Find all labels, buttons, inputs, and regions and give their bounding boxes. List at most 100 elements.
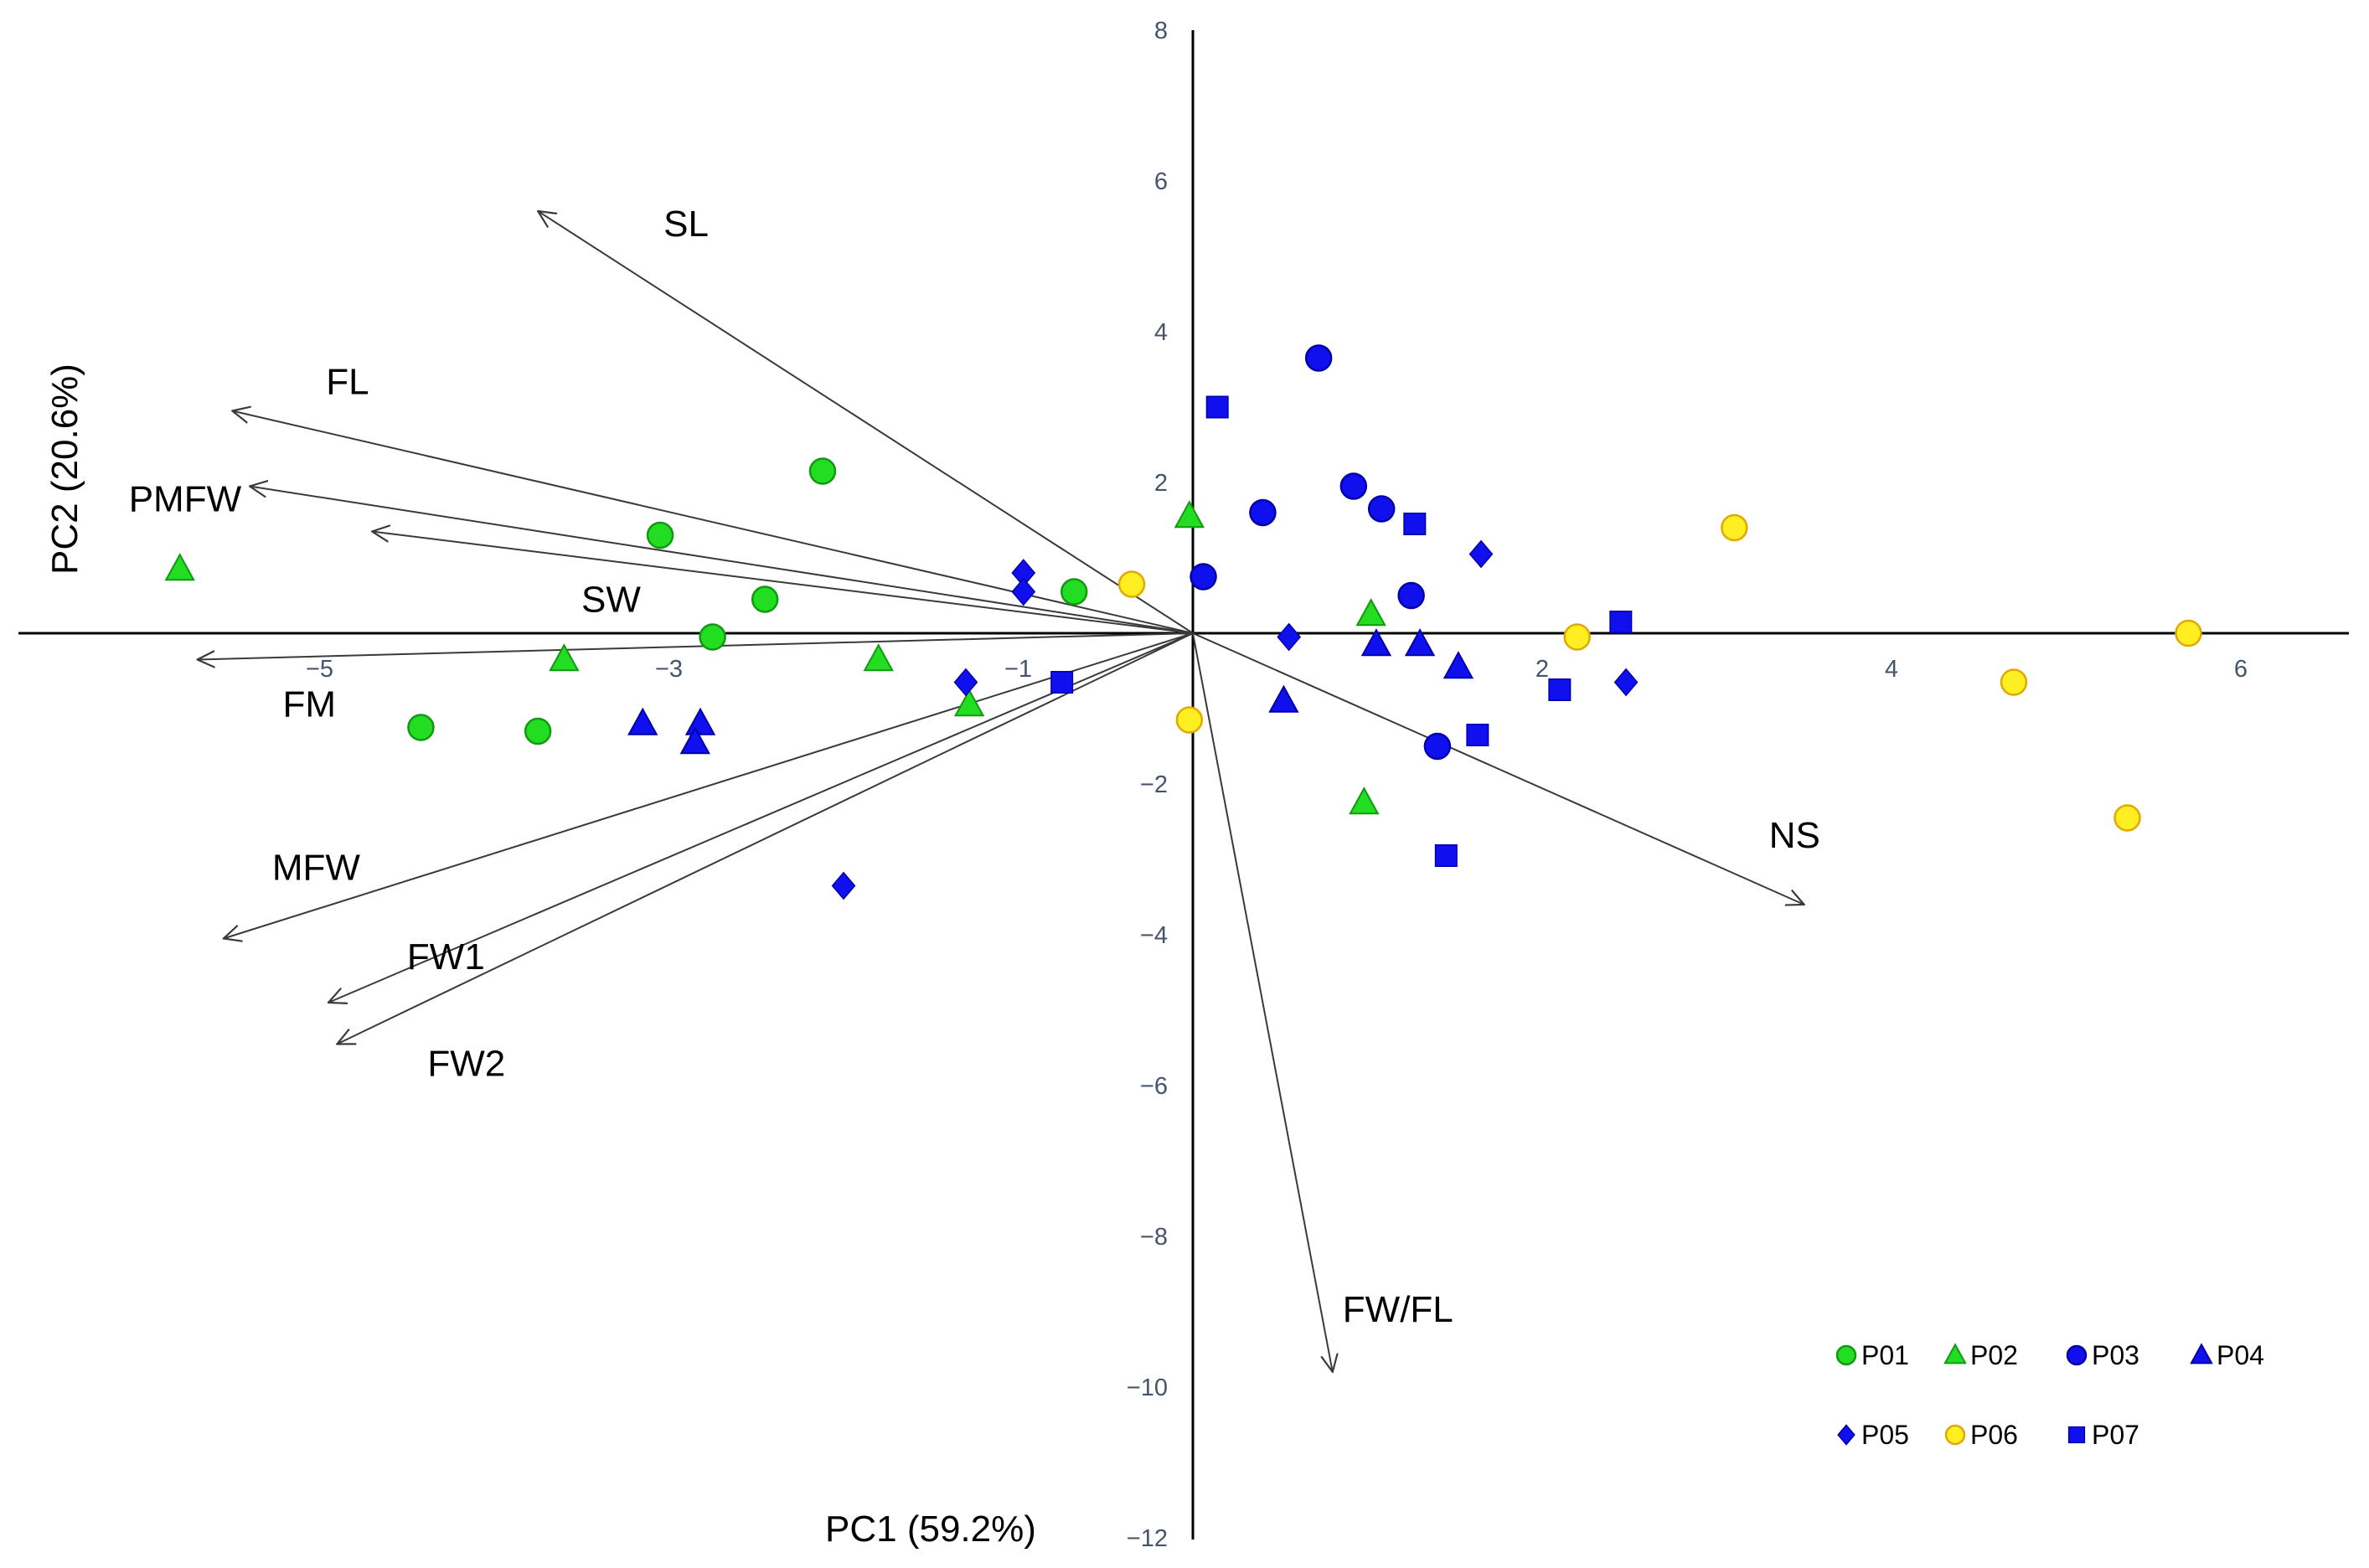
legend-marker-p02: [1943, 1343, 1967, 1364]
y-tick-label: −2: [1140, 771, 1168, 798]
point-p02: [863, 643, 894, 672]
point-p03: [1367, 495, 1396, 523]
legend-label-p03: P03: [2092, 1340, 2139, 1370]
point-p07: [1434, 844, 1458, 867]
point-p07: [1609, 611, 1633, 633]
y-tick-label: −4: [1140, 922, 1168, 949]
point-p07: [1403, 513, 1427, 535]
point-p03: [1249, 498, 1277, 527]
legend-marker-p06: [1944, 1424, 1966, 1446]
point-p03: [1304, 344, 1333, 372]
point-p03: [1190, 563, 1217, 591]
point-p04: [1404, 628, 1436, 657]
point-p03: [1339, 472, 1368, 500]
y-tick-label: −12: [1127, 1525, 1168, 1552]
point-p03: [1423, 732, 1452, 761]
point-p06: [1117, 570, 1146, 598]
vector-fw2: [337, 632, 1194, 1044]
y-tick-label: −6: [1140, 1073, 1168, 1100]
y-tick-label: 6: [1154, 168, 1168, 195]
point-p02: [953, 689, 985, 717]
legend-marker-p03: [2066, 1344, 2088, 1366]
y-tick-label: −8: [1140, 1224, 1168, 1251]
legend-marker-p05: [1837, 1424, 1855, 1446]
point-p05: [1613, 668, 1639, 697]
vector-label: SL: [663, 204, 709, 245]
x-tick-label: −5: [306, 656, 333, 683]
point-p07: [1466, 724, 1489, 746]
legend-label-p02: P02: [1970, 1340, 2018, 1370]
point-p06: [1175, 706, 1204, 734]
legend: P01 P02 P03 P04 P05 P06 P07: [1835, 1340, 2264, 1450]
vector-label: NS: [1769, 815, 1820, 856]
point-p04: [684, 707, 716, 735]
vector-fm: [198, 632, 1194, 660]
vector-label: SW: [581, 580, 641, 621]
point-p07: [1548, 678, 1572, 701]
vector-fw1: [328, 632, 1194, 1003]
point-p02: [1349, 787, 1380, 815]
x-tick-label: 6: [2234, 656, 2248, 683]
vector-label: FW2: [427, 1044, 505, 1085]
point-p02: [1355, 598, 1386, 627]
vector-label: FW1: [407, 936, 485, 977]
vector-mfw: [224, 632, 1194, 939]
x-axis-title: PC1 (59.2%): [825, 1509, 1036, 1550]
point-p06: [2000, 668, 2028, 696]
x-tick-label: −3: [655, 656, 683, 683]
point-p01: [524, 717, 552, 745]
y-tick-label: 4: [1154, 319, 1168, 346]
point-p06: [2175, 619, 2202, 647]
vector-label: FM: [283, 684, 337, 725]
y-axis-title: PC2 (20.6%): [44, 364, 85, 575]
x-tick-label: 2: [1535, 656, 1549, 683]
x-tick-label: 4: [1885, 656, 1898, 683]
point-p03: [1397, 581, 1425, 610]
point-p04: [679, 726, 710, 755]
point-p06: [1721, 513, 1748, 542]
vector-label: PMFW: [129, 479, 242, 520]
point-p04: [1360, 628, 1392, 657]
x-tick-label: −1: [1004, 656, 1032, 683]
legend-marker-p07: [2067, 1426, 2086, 1444]
loading-vectors: SL FL PMFW SW FM MFW FW1 FW2 NS FW/FL: [129, 204, 1820, 1372]
point-p02: [549, 643, 580, 672]
axes: [18, 30, 2349, 1540]
y-tick-label: −10: [1127, 1375, 1168, 1401]
point-p05: [1277, 622, 1302, 652]
vector-pmfw: [250, 487, 1194, 634]
point-p01: [1060, 578, 1088, 606]
point-p02: [164, 553, 195, 581]
point-p05: [831, 871, 856, 900]
point-p04: [1443, 651, 1474, 679]
point-p05: [1011, 577, 1036, 606]
vector-label: MFW: [272, 848, 361, 889]
y-tick-label: 2: [1154, 470, 1168, 497]
point-p01: [646, 521, 674, 549]
point-p01: [751, 585, 779, 613]
legend-label-p07: P07: [2092, 1420, 2139, 1450]
point-p05: [953, 668, 978, 697]
vector-label: FW/FL: [1343, 1289, 1453, 1330]
vector-sl: [538, 211, 1194, 634]
legend-label-p06: P06: [1970, 1420, 2018, 1450]
point-p01: [407, 714, 435, 741]
legend-marker-p01: [1835, 1344, 1857, 1366]
score-points: [164, 344, 2202, 900]
point-p01: [699, 623, 726, 651]
legend-label-p01: P01: [1861, 1340, 1909, 1370]
point-p05: [1468, 539, 1494, 569]
vector-sw: [372, 532, 1194, 634]
vector-fl: [232, 411, 1194, 634]
legend-label-p04: P04: [2217, 1340, 2264, 1370]
legend-label-p05: P05: [1861, 1420, 1909, 1450]
vector-label: FL: [326, 362, 369, 403]
legend-marker-p04: [2190, 1343, 2213, 1364]
point-p06: [1563, 623, 1591, 651]
y-tick-label: 8: [1154, 18, 1168, 44]
point-p07: [1205, 395, 1229, 419]
point-p02: [1174, 500, 1205, 529]
point-p01: [808, 457, 837, 485]
